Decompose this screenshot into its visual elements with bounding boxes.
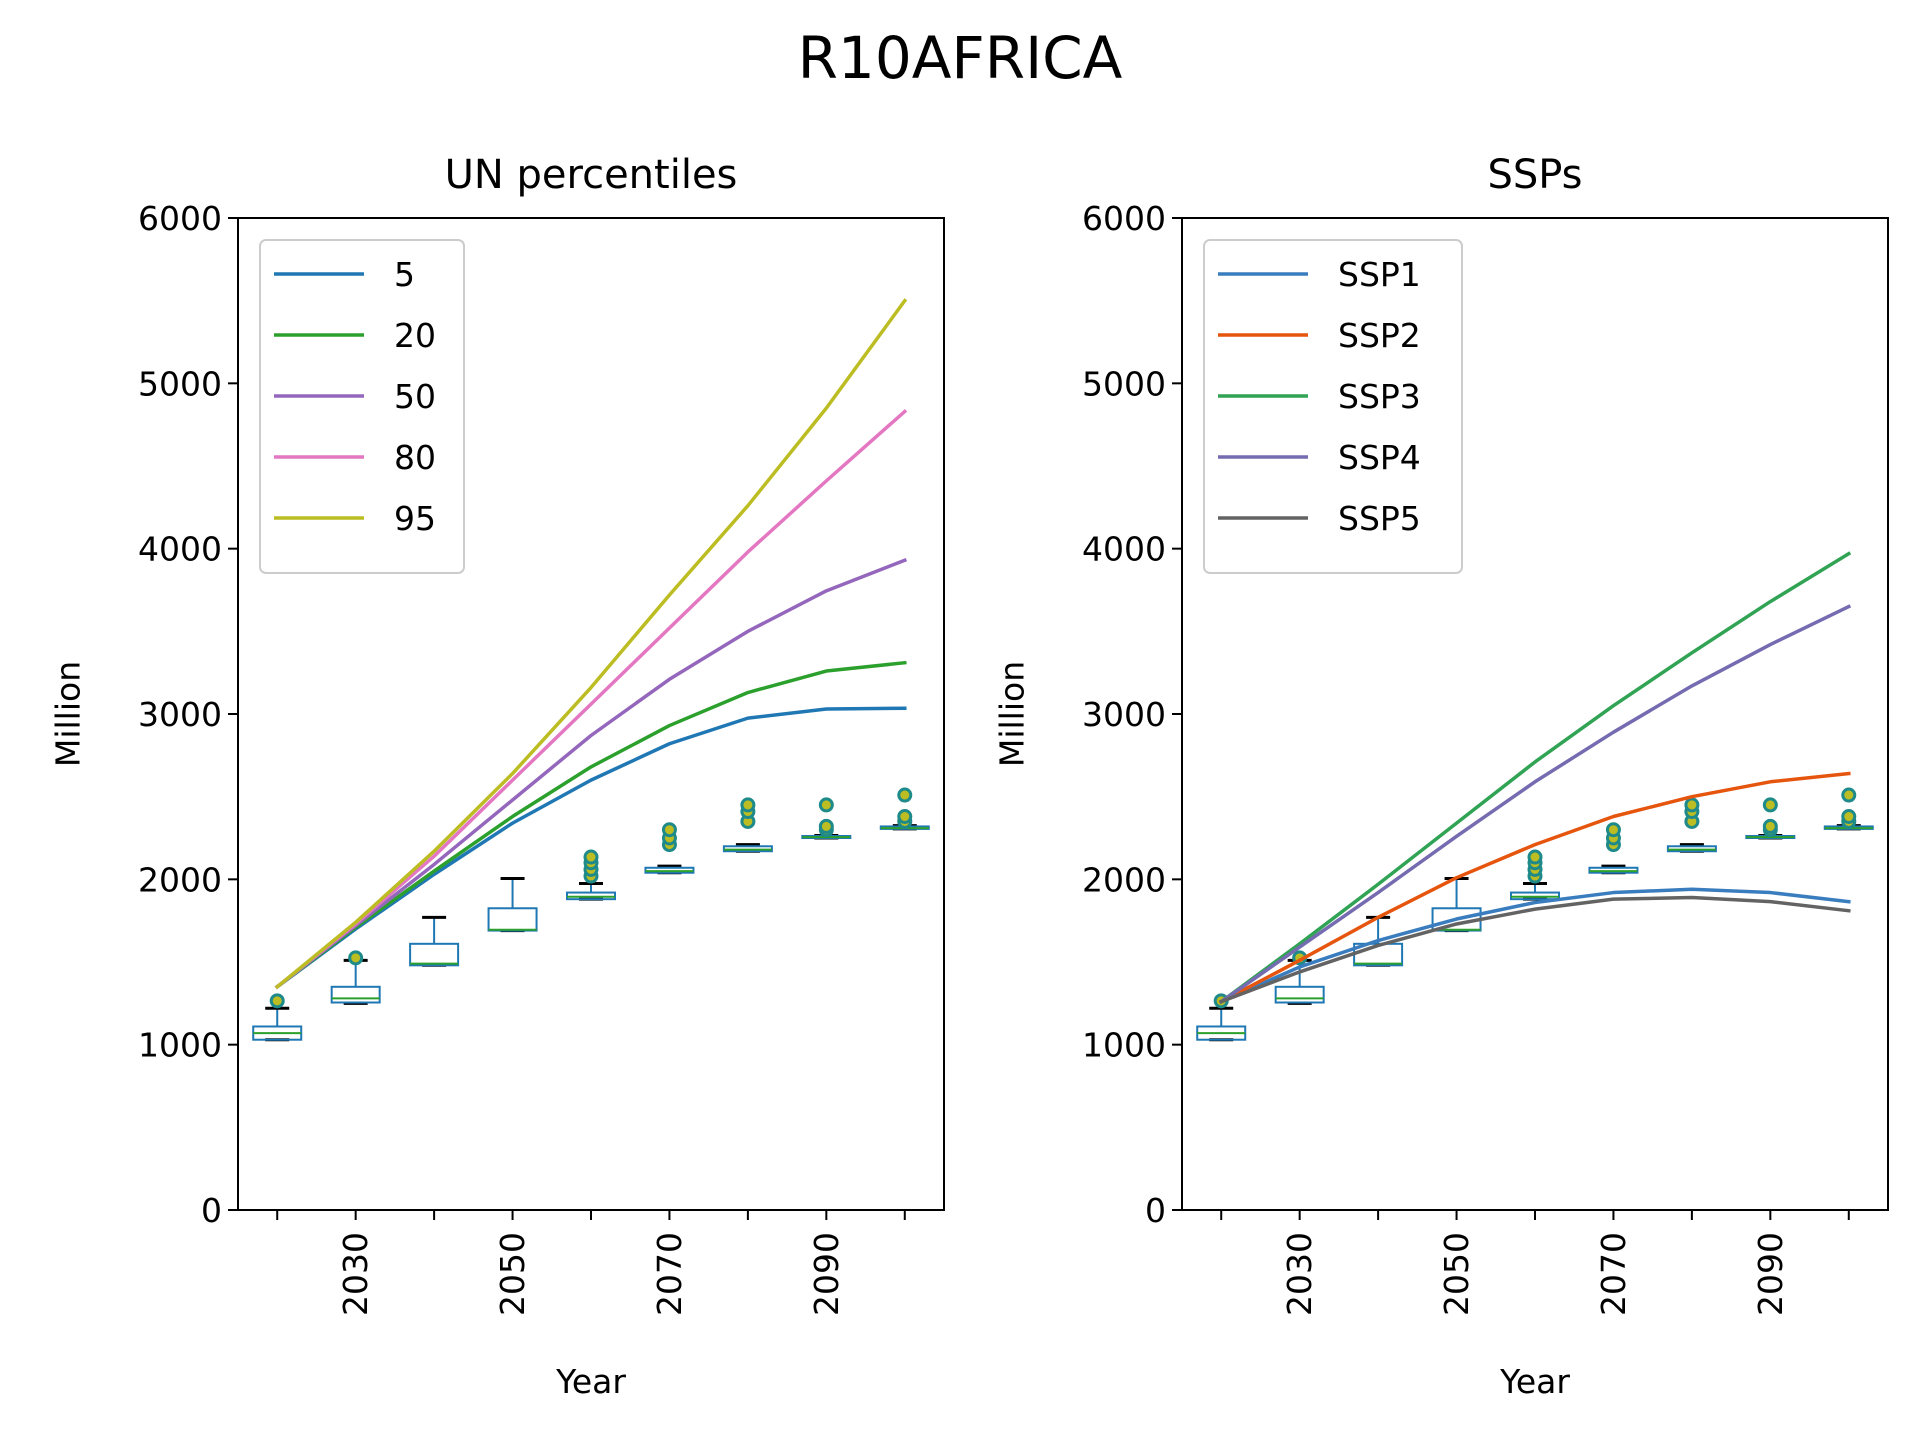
series-line-SSP4 [1218,604,1852,1005]
series-line-SSP3 [1218,551,1852,1005]
boxplot [644,822,695,875]
boxplot-flier [897,787,913,803]
legend: 5 20 50 80 95 [259,239,465,574]
legend-box [259,239,465,574]
legend-label: SSP5 [1338,499,1421,538]
y-tick-label: 4000 [138,530,222,569]
boxplot-flier [583,849,599,865]
x-axis-label: Year [1499,1362,1570,1401]
series-line-5 [274,706,907,990]
x-tick-label: 2030 [336,1232,375,1316]
legend: SSP1 SSP2 SSP3 SSP4 SSP5 [1203,239,1463,574]
y-axis-label: Million [49,661,88,767]
legend-label: 80 [394,438,436,477]
boxplot [1510,849,1560,901]
boxplot-flier [897,809,913,825]
x-tick-label: 2090 [1751,1232,1790,1316]
subplot-title: UN percentiles [445,152,738,198]
x-tick-label: 2030 [1280,1232,1319,1316]
boxplot [1666,797,1717,853]
x-tick-label: 2050 [1437,1232,1476,1316]
boxplot [566,849,616,901]
boxplot-flier [1841,787,1857,803]
boxplot-box [409,942,460,967]
figure-title: R10AFRICA [798,24,1123,92]
series-line-20 [274,660,907,990]
series-line-95 [274,298,908,990]
boxplot-flier [1684,797,1700,813]
boxplot-flier [1762,818,1778,834]
y-tick-label: 6000 [1082,199,1166,238]
boxplot-flier [740,797,756,813]
chart-panel-2: 0 1000 2000 3000 4000 5000 6000 2030 2050 2070 209… [993,152,1889,1401]
boxplot [1745,797,1796,840]
boxplot [330,950,381,1005]
y-tick-label: 2000 [138,860,222,899]
x-tick-label: 2050 [493,1232,532,1316]
boxplot-flier [1762,797,1778,813]
series-line-SSP1 [1218,887,1851,1004]
series-line-SSP2 [1218,771,1851,1005]
legend-label: 20 [394,316,436,355]
y-tick-label: 6000 [138,199,222,238]
subplot-title: SSPs [1487,152,1582,198]
boxplot-flier [348,950,364,966]
boxplot-box [330,985,381,1004]
boxplot [1588,822,1639,875]
x-axis-label: Year [555,1362,626,1401]
series-line-80 [274,408,908,990]
y-tick-label: 4000 [1082,530,1166,569]
legend-box [1203,239,1463,574]
y-tick-label: 1000 [1082,1026,1166,1065]
boxplot [801,797,852,840]
boxplot-box [1274,985,1325,1004]
boxplot-flier [661,822,677,838]
boxplot [1274,950,1325,1005]
boxplot-flier [818,818,834,834]
boxplot-flier [818,797,834,813]
boxplot [409,915,460,967]
legend-label: SSP1 [1338,255,1421,294]
legend-label: SSP4 [1338,438,1421,477]
y-tick-label: 5000 [138,364,222,403]
series-line-SSP5 [1218,895,1851,1004]
y-tick-label: 5000 [1082,364,1166,403]
legend-label: 95 [394,499,436,538]
y-tick-label: 2000 [1082,860,1166,899]
x-tick-label: 2090 [807,1232,846,1316]
y-tick-label: 0 [201,1191,222,1230]
boxplot [487,877,538,933]
boxplot [1823,787,1874,831]
legend-label: SSP3 [1338,377,1421,416]
boxplot [722,797,773,853]
series-line-50 [274,557,908,990]
x-tick-label: 2070 [1594,1232,1633,1316]
boxplot [252,993,303,1042]
y-axis-label: Million [993,661,1032,767]
boxplot [879,787,930,831]
y-tick-label: 0 [1145,1191,1166,1230]
boxplot-box [487,907,538,932]
boxplot-flier [1527,849,1543,865]
y-tick-label: 1000 [138,1026,222,1065]
legend-label: SSP2 [1338,316,1421,355]
legend-label: 50 [394,377,436,416]
x-tick-label: 2070 [650,1232,689,1316]
boxplot-flier [269,993,285,1009]
boxplot-flier [1841,809,1857,825]
y-tick-label: 3000 [138,695,222,734]
boxplot-flier [1605,822,1621,838]
y-tick-label: 3000 [1082,695,1166,734]
legend-label: 5 [394,255,415,294]
